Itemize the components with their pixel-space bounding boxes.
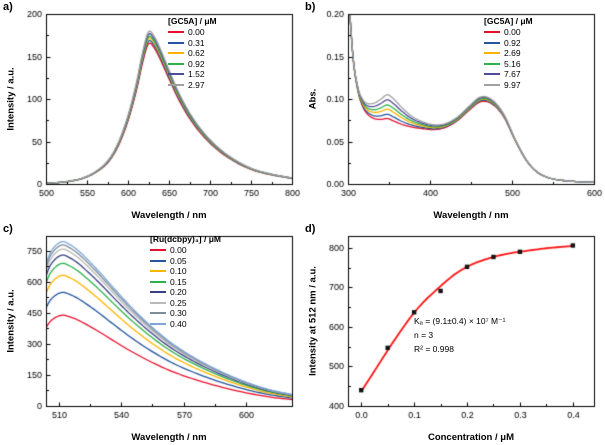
panel-d-yaxis-title: Intensity at 512 nm / a.u. (307, 266, 319, 376)
binding-constant-text: Kₐ = (9.1±0.4) × 10⁷ M⁻¹ (414, 316, 506, 326)
panel-d: d) Concentration / μM Intensity at 512 n… (302, 222, 604, 444)
panel-d-label: d) (305, 223, 316, 235)
panel-c-xaxis-title: Wavelength / nm (131, 432, 207, 443)
panel-a: a) Wavelength / nm Intensity / a.u. [GC5… (0, 0, 302, 222)
panel-d-plot (302, 222, 604, 444)
panel-a-xaxis-title: Wavelength / nm (131, 210, 207, 221)
panel-b-plot (302, 0, 604, 222)
panel-a-label: a) (3, 1, 13, 13)
panel-c: c) Wavelength / nm Intensity / a.u. [Ru(… (0, 222, 302, 444)
panel-b-label: b) (305, 1, 316, 13)
stoichiometry-text: n = 3 (414, 330, 434, 340)
panel-c-yaxis-title: Intensity / a.u. (5, 289, 17, 353)
panel-b: b) Wavelength / nm Abs. [GC5A] / μM 0.00 0… (302, 0, 604, 222)
panel-a-plot (0, 0, 302, 222)
panel-b-xaxis-title: Wavelength / nm (433, 210, 509, 221)
panel-c-plot (0, 222, 302, 444)
panel-b-yaxis-title: Abs. (307, 88, 319, 110)
panel-d-xaxis-title: Concentration / μM (427, 432, 515, 443)
panel-c-label: c) (3, 223, 13, 235)
r-squared-text: R² = 0.998 (414, 344, 454, 354)
binding-annotation: Kₐ = (9.1±0.4) × 10⁷ M⁻¹ n = 3 R² = 0.99… (414, 314, 505, 356)
panel-a-yaxis-title: Intensity / a.u. (5, 67, 17, 131)
